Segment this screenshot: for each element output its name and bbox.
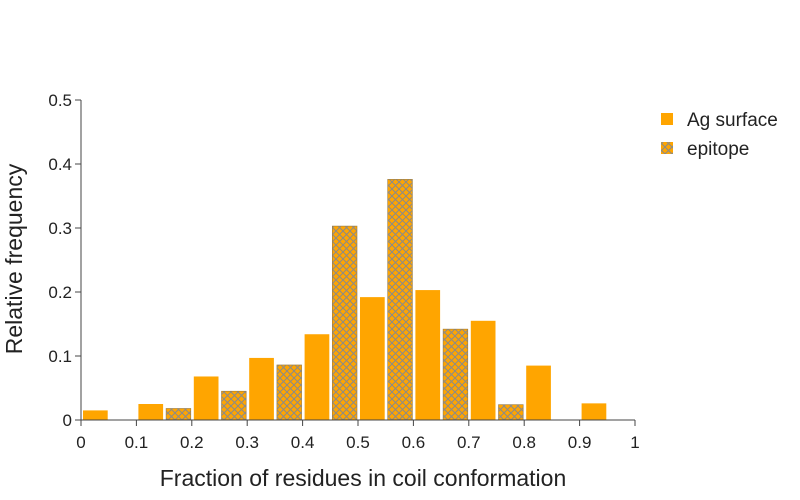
x-tick-label: 0.9 <box>568 433 592 452</box>
bar-ag-surface-bin-2 <box>193 376 219 420</box>
bar-ag-surface-bin-8 <box>526 365 551 420</box>
x-tick-label: 0.8 <box>512 433 536 452</box>
y-tick-label: 0.5 <box>48 91 72 110</box>
x-tick-label: 0.2 <box>180 433 204 452</box>
bar-ag-surface-bin-4 <box>304 334 330 420</box>
bar-epitope-bin-2 <box>221 390 247 421</box>
y-tick-label: 0.4 <box>48 155 72 174</box>
bar-ag-surface-bin-3 <box>249 357 274 420</box>
bar-ag-surface-bin-5 <box>360 297 385 420</box>
x-tick-label: 0.6 <box>402 433 426 452</box>
bar-epitope-bin-6 <box>442 328 469 421</box>
x-tick-label: 0.1 <box>125 433 149 452</box>
y-axis-title: Relative frequency <box>1 163 27 354</box>
bars-layer <box>83 179 607 421</box>
bar-epitope-bin-4 <box>331 225 358 421</box>
legend: Ag surface epitope <box>661 110 778 160</box>
x-tick-label: 0.7 <box>457 433 481 452</box>
bar-epitope-bin-3 <box>276 364 302 421</box>
bar-ag-surface-bin-1 <box>138 404 164 420</box>
bar-ag-surface-bin-7 <box>470 320 496 420</box>
y-tick-label: 0.3 <box>48 219 72 238</box>
legend-label-ag-surface: Ag surface <box>687 110 778 131</box>
axes-layer: 0 0.1 0.2 0.3 0.4 0.5 0.6 0.7 0.8 0.9 1 0 0.1 0.2 0.3 0… <box>48 91 639 452</box>
y-tick-label: 0.1 <box>48 347 72 366</box>
y-tick-label: 0 <box>63 411 72 430</box>
y-tick-label: 0.2 <box>48 283 72 302</box>
bar-ag-surface-bin-6 <box>415 290 441 420</box>
x-tick-label: 0 <box>76 433 85 452</box>
bar-ag-surface-bin-9 <box>581 403 607 420</box>
x-tick-label: 1 <box>630 433 639 452</box>
legend-label-epitope: epitope <box>687 139 749 160</box>
bar-epitope-bin-1 <box>165 408 192 421</box>
bar-epitope-bin-7 <box>498 404 524 421</box>
bar-epitope-bin-5 <box>387 179 413 421</box>
x-axis-title: Fraction of residues in coil conformatio… <box>160 465 567 491</box>
x-tick-label: 0.4 <box>291 433 315 452</box>
legend-swatch-epitope <box>661 142 673 154</box>
x-tick-label: 0.3 <box>235 433 259 452</box>
legend-swatch-ag-surface <box>661 113 673 125</box>
bar-ag-surface-bin-0 <box>83 410 108 420</box>
x-tick-label: 0.5 <box>346 433 370 452</box>
